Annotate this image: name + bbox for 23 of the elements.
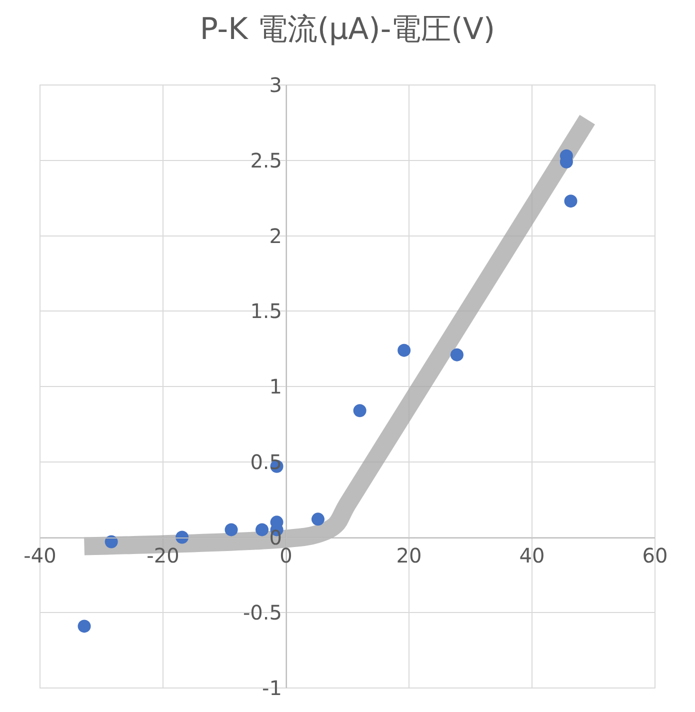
y-tick-label: 1 (269, 374, 282, 398)
point (311, 512, 324, 526)
point (224, 523, 238, 536)
x-tick-label: -20 (146, 543, 180, 568)
y-tick-label: -1 (262, 676, 282, 700)
point (78, 620, 91, 633)
point (564, 194, 578, 208)
point (353, 404, 366, 418)
y-tick-label: -0.5 (242, 600, 282, 625)
y-tick-label: 2.5 (250, 148, 282, 172)
point (256, 523, 269, 536)
chart-title: P-K 電流(μA)-電圧(V) (200, 12, 496, 47)
x-tick-label: 20 (396, 543, 422, 568)
x-tick-label: -40 (24, 543, 56, 568)
x-tick-label: 40 (519, 543, 545, 568)
x-tick-label: 60 (642, 543, 668, 568)
y-tick-label: 1.5 (250, 299, 282, 324)
point (398, 344, 411, 357)
point (104, 535, 118, 548)
point (450, 348, 464, 362)
y-tick-label: 0.5 (250, 450, 282, 474)
y-tick-label: 3 (269, 73, 282, 97)
y-tick-label: 2 (269, 224, 282, 248)
